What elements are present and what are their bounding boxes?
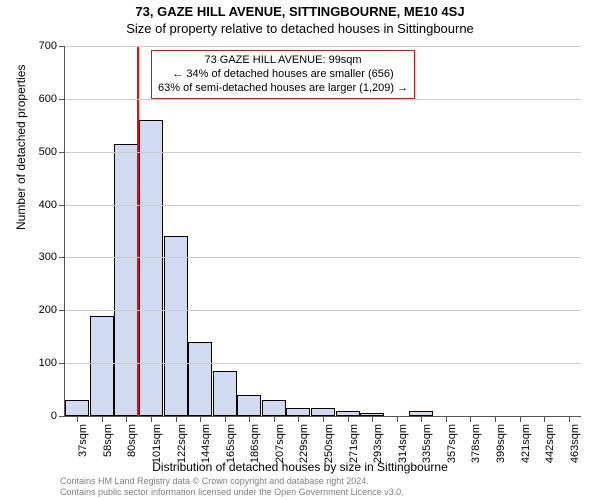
- x-tick: [348, 416, 349, 422]
- annotation-line: 73 GAZE HILL AVENUE: 99sqm: [158, 54, 408, 68]
- x-tick-label: 335sqm: [421, 424, 433, 463]
- x-tick-label: 144sqm: [200, 424, 212, 463]
- x-tick-label: 80sqm: [126, 424, 138, 457]
- grid-line: [65, 152, 581, 153]
- grid-line: [65, 99, 581, 100]
- histogram-bar: [262, 400, 286, 416]
- y-tick-label: 400: [39, 199, 57, 211]
- y-tick-label: 500: [39, 146, 57, 158]
- x-tick: [176, 416, 177, 422]
- annotation-line: 63% of semi-detached houses are larger (…: [158, 82, 408, 96]
- x-tick: [569, 416, 570, 422]
- histogram-bar: [286, 408, 310, 416]
- x-tick-label: 58sqm: [102, 424, 114, 457]
- x-tick-label: 293sqm: [372, 424, 384, 463]
- x-tick: [495, 416, 496, 422]
- x-tick: [520, 416, 521, 422]
- y-tick: [59, 46, 65, 47]
- histogram-bar: [311, 408, 335, 416]
- property-marker-line: [137, 46, 139, 416]
- x-tick-label: 399sqm: [495, 424, 507, 463]
- y-tick-label: 200: [39, 304, 57, 316]
- x-tick: [470, 416, 471, 422]
- sub-title: Size of property relative to detached ho…: [0, 21, 600, 36]
- x-tick-label: 463sqm: [569, 424, 581, 463]
- title-block: 73, GAZE HILL AVENUE, SITTINGBOURNE, ME1…: [0, 0, 600, 36]
- x-tick-label: 165sqm: [225, 424, 237, 463]
- x-tick: [126, 416, 127, 422]
- histogram-bar: [213, 371, 237, 416]
- grid-line: [65, 205, 581, 206]
- x-tick-label: 37sqm: [77, 424, 89, 457]
- x-tick: [397, 416, 398, 422]
- y-tick: [59, 310, 65, 311]
- histogram-bar: [237, 395, 261, 416]
- histogram-bar: [139, 120, 163, 416]
- footer-line: Contains public sector information licen…: [60, 487, 404, 498]
- histogram-bar: [164, 236, 188, 416]
- annotation-line: ← 34% of detached houses are smaller (65…: [158, 68, 408, 82]
- y-tick-label: 600: [39, 93, 57, 105]
- chart-plot-area: 73 GAZE HILL AVENUE: 99sqm ← 34% of deta…: [64, 46, 581, 417]
- footer-attribution: Contains HM Land Registry data © Crown c…: [60, 476, 404, 498]
- x-tick: [372, 416, 373, 422]
- y-tick-label: 300: [39, 251, 57, 263]
- annotation-box: 73 GAZE HILL AVENUE: 99sqm ← 34% of deta…: [151, 50, 415, 99]
- x-tick-label: 122sqm: [176, 424, 188, 463]
- main-title: 73, GAZE HILL AVENUE, SITTINGBOURNE, ME1…: [0, 4, 600, 19]
- x-tick: [421, 416, 422, 422]
- y-tick-label: 700: [39, 40, 57, 52]
- x-tick-label: 314sqm: [397, 424, 409, 463]
- x-tick: [77, 416, 78, 422]
- y-tick: [59, 257, 65, 258]
- y-tick: [59, 363, 65, 364]
- x-tick-label: 421sqm: [520, 424, 532, 463]
- y-tick: [59, 205, 65, 206]
- y-tick-label: 0: [51, 410, 57, 422]
- x-tick: [249, 416, 250, 422]
- y-tick-label: 100: [39, 357, 57, 369]
- x-tick-label: 271sqm: [348, 424, 360, 463]
- x-tick-label: 207sqm: [274, 424, 286, 463]
- x-tick-label: 250sqm: [323, 424, 335, 463]
- histogram-bar: [114, 144, 138, 416]
- x-tick-label: 101sqm: [151, 424, 163, 463]
- grid-line: [65, 363, 581, 364]
- bars-layer: [65, 46, 581, 416]
- x-tick: [225, 416, 226, 422]
- x-tick: [544, 416, 545, 422]
- page-root: 73, GAZE HILL AVENUE, SITTINGBOURNE, ME1…: [0, 0, 600, 500]
- x-tick-label: 442sqm: [544, 424, 556, 463]
- x-tick-label: 378sqm: [470, 424, 482, 463]
- x-tick-label: 229sqm: [298, 424, 310, 463]
- histogram-bar: [188, 342, 212, 416]
- x-tick: [446, 416, 447, 422]
- grid-line: [65, 46, 581, 47]
- x-tick: [151, 416, 152, 422]
- x-tick: [298, 416, 299, 422]
- histogram-bar: [65, 400, 89, 416]
- x-tick: [323, 416, 324, 422]
- x-tick-label: 186sqm: [249, 424, 261, 463]
- histogram-bar: [90, 316, 114, 416]
- x-tick: [200, 416, 201, 422]
- x-tick: [274, 416, 275, 422]
- x-axis-title: Distribution of detached houses by size …: [0, 460, 600, 474]
- grid-line: [65, 257, 581, 258]
- y-axis-title: Number of detached properties: [14, 65, 28, 230]
- x-tick: [102, 416, 103, 422]
- y-tick: [59, 152, 65, 153]
- y-tick: [59, 99, 65, 100]
- x-tick-label: 357sqm: [446, 424, 458, 463]
- y-tick: [59, 416, 65, 417]
- grid-line: [65, 310, 581, 311]
- footer-line: Contains HM Land Registry data © Crown c…: [60, 476, 404, 487]
